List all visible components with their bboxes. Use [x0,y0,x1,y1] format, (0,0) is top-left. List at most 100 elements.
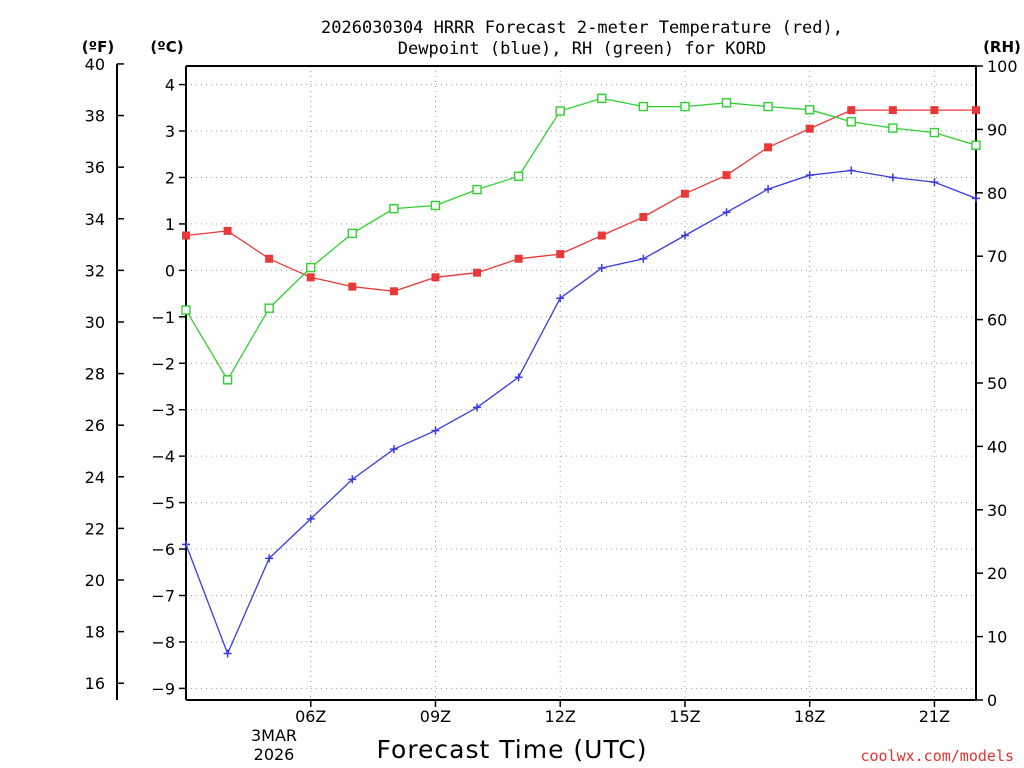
fahrenheit-unit-label: (ºF) [82,38,114,56]
dewpoint-point-7z [348,475,357,484]
rh-point-17z [763,101,773,112]
temperature-point-17z [764,143,773,152]
fahrenheit-tick-label: 16 [85,674,105,693]
axes [116,63,977,701]
rh-tick-label: 80 [987,184,1007,203]
rh-point-15z [680,101,690,112]
dewpoint-series-line [185,169,977,656]
x-tick-label-9: 09Z [420,707,451,726]
rh-point-4z [222,375,233,385]
celsius-tick-label: 4 [165,76,175,95]
fahrenheit-tick-label: 36 [85,158,105,177]
rh-tick-label: 30 [987,501,1007,520]
dewpoint-point-14z [639,254,648,263]
celsius-tick-label: −6 [151,540,175,559]
rh-tick-label: 70 [987,247,1007,266]
rh-tick-label: 10 [987,628,1007,647]
celsius-tick-label: −8 [151,633,175,652]
fahrenheit-tick-label: 24 [85,468,105,487]
temperature-point-10z [473,268,482,277]
fahrenheit-tick-label: 32 [85,261,105,280]
celsius-tick-label: 0 [165,261,175,280]
temperature-point-4z [223,226,232,235]
celsius-tick-label: −2 [151,354,175,373]
temperature-point-5z [265,254,274,263]
rh-point-20z [888,123,898,133]
fahrenheit-tick-label: 26 [85,416,105,435]
celsius-tick-label: −3 [151,401,175,420]
dewpoint-point-17z [764,185,773,194]
dewpoint-point-6z [306,514,315,523]
dewpoint-point-8z [389,445,398,454]
rh-point-21z [929,127,940,138]
rh-tick-label: 20 [987,564,1007,583]
temperature-point-8z [389,287,398,296]
rh-tick-label: 60 [987,311,1007,330]
celsius-tick-label: −7 [151,586,175,605]
temperature-point-13z [597,231,606,240]
celsius-tick-label: −5 [151,494,175,513]
rh-point-12z [555,106,565,116]
temperature-point-14z [639,212,648,221]
data-series [181,93,981,658]
date-label-day: 3MAR [251,726,297,745]
dewpoint-point-21z [930,178,939,187]
rh-unit-label: (RH) [983,38,1021,56]
rh-tick-label: 90 [987,120,1007,139]
dewpoint-point-5z [265,554,274,563]
dewpoint-point-15z [680,231,689,240]
temperature-point-6z [306,273,315,282]
rh-point-16z [721,98,732,108]
rh-tick-label: 40 [987,437,1007,456]
dewpoint-point-20z [888,173,897,182]
chart-title-line-1: 2026030304 HRRR Forecast 2-meter Tempera… [321,18,843,38]
dewpoint-point-4z [223,649,232,658]
temperature-point-19z [847,106,856,115]
rh-series-line [185,97,977,382]
rh-point-13z [597,93,607,104]
temperature-point-20z [888,106,897,115]
rh-tick-label: 50 [987,374,1007,393]
rh-point-7z [347,228,358,239]
rh-tick-label: 0 [987,691,997,710]
x-tick-label-15: 15Z [669,707,700,726]
dewpoint-point-12z [556,294,565,303]
celsius-tick-label: −9 [151,679,175,698]
x-tick-label-12: 12Z [545,707,576,726]
temperature-point-15z [680,189,689,198]
gridlines [186,66,976,700]
dewpoint-point-13z [597,264,606,273]
fahrenheit-tick-label: 18 [85,623,105,642]
rh-point-19z [846,117,856,127]
rh-point-18z [804,105,815,115]
temperature-point-11z [514,254,523,263]
date-label-year: 2026 [254,745,295,764]
rh-point-22z [971,140,981,150]
dewpoint-point-3z [182,540,190,549]
dewpoint-point-19z [847,166,856,175]
celsius-tick-label: 1 [165,215,175,234]
temperature-point-3z [182,231,190,240]
dewpoint-point-11z [514,373,523,382]
rh-point-10z [472,184,482,195]
credit-link[interactable]: coolwx.com/models [860,747,1014,765]
fahrenheit-tick-label: 22 [85,519,105,538]
temperature-point-21z [930,106,939,115]
temperature-series-line [185,109,976,292]
rh-point-14z [638,101,649,112]
fahrenheit-tick-label: 30 [85,313,105,332]
temperature-point-12z [556,250,565,259]
rh-point-11z [513,171,524,182]
dewpoint-point-10z [473,403,482,412]
fahrenheit-tick-label: 28 [85,365,105,384]
celsius-unit-label: (ºC) [150,38,183,56]
x-tick-label-18: 18Z [794,707,825,726]
celsius-tick-label: 3 [165,122,175,141]
temperature-point-7z [348,282,357,291]
x-tick-label-21: 21Z [919,707,950,726]
fahrenheit-tick-label: 34 [85,210,105,229]
dewpoint-point-16z [722,208,731,217]
rh-tick-label: 100 [987,57,1018,76]
rh-point-5z [264,303,274,313]
